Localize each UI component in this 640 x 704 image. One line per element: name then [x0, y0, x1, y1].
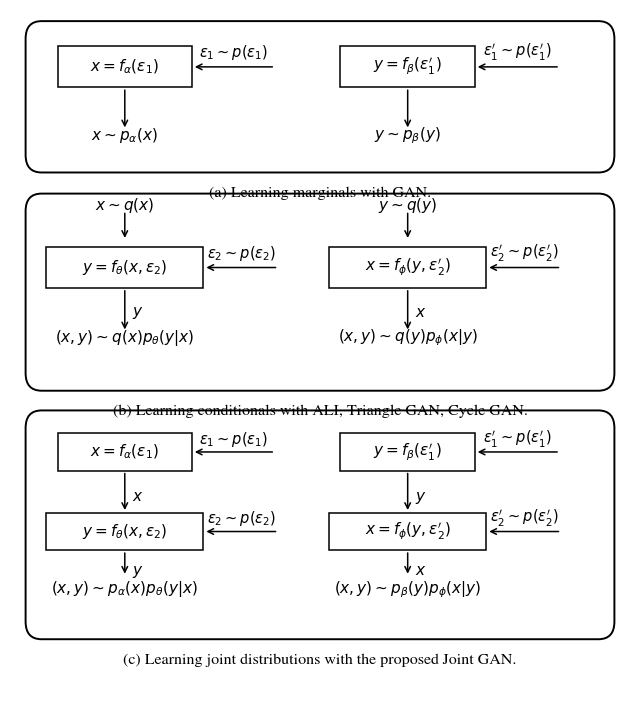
Text: $\epsilon_1' \sim p(\epsilon_1')$: $\epsilon_1' \sim p(\epsilon_1')$ [483, 429, 552, 450]
Text: $y$: $y$ [132, 306, 143, 321]
Text: $y$: $y$ [132, 564, 143, 579]
Text: $x$: $x$ [415, 565, 426, 579]
FancyBboxPatch shape [58, 433, 192, 471]
Text: $x$: $x$ [415, 306, 426, 320]
Text: $x = f_{\alpha}(\epsilon_1)$: $x = f_{\alpha}(\epsilon_1)$ [90, 443, 159, 461]
Text: $x = f_{\phi}(y, \epsilon_2')$: $x = f_{\phi}(y, \epsilon_2')$ [365, 521, 451, 542]
FancyBboxPatch shape [58, 46, 192, 87]
Text: (c) Learning joint distributions with the proposed Joint GAN.: (c) Learning joint distributions with th… [124, 653, 516, 667]
Text: $x = f_{\alpha}(\epsilon_1)$: $x = f_{\alpha}(\epsilon_1)$ [90, 58, 159, 76]
Text: $x \sim q(x)$: $x \sim q(x)$ [95, 196, 154, 215]
Text: $y = f_{\beta}(\epsilon_1')$: $y = f_{\beta}(\epsilon_1')$ [373, 56, 442, 77]
Text: $(x, y) \sim q(x)p_{\theta}(y|x)$: $(x, y) \sim q(x)p_{\theta}(y|x)$ [55, 328, 195, 348]
Text: $y \sim p_{\beta}(y)$: $y \sim p_{\beta}(y)$ [374, 125, 441, 146]
Text: $\epsilon_2' \sim p(\epsilon_2')$: $\epsilon_2' \sim p(\epsilon_2')$ [490, 243, 559, 264]
Text: $\epsilon_2 \sim p(\epsilon_2)$: $\epsilon_2 \sim p(\epsilon_2)$ [207, 510, 276, 528]
FancyBboxPatch shape [340, 433, 475, 471]
Text: $\epsilon_1' \sim p(\epsilon_1')$: $\epsilon_1' \sim p(\epsilon_1')$ [483, 42, 552, 63]
Text: $y \sim q(y)$: $y \sim q(y)$ [378, 196, 437, 215]
Text: $(x, y) \sim q(y)p_{\phi}(x|y)$: $(x, y) \sim q(y)p_{\phi}(x|y)$ [338, 327, 477, 348]
FancyBboxPatch shape [47, 247, 204, 288]
FancyBboxPatch shape [329, 513, 486, 551]
Text: $x \sim p_{\alpha}(x)$: $x \sim p_{\alpha}(x)$ [92, 127, 158, 145]
Text: $\epsilon_1 \sim p(\epsilon_1)$: $\epsilon_1 \sim p(\epsilon_1)$ [199, 430, 268, 448]
Text: $y = f_{\theta}(x, \epsilon_2)$: $y = f_{\theta}(x, \epsilon_2)$ [82, 522, 168, 541]
Text: (b) Learning conditionals with ALI, Triangle GAN, Cycle GAN.: (b) Learning conditionals with ALI, Tria… [113, 405, 527, 418]
Text: $(x, y) \sim p_{\alpha}(x)p_{\theta}(y|x)$: $(x, y) \sim p_{\alpha}(x)p_{\theta}(y|x… [51, 579, 198, 599]
Text: $y = f_{\beta}(\epsilon_1')$: $y = f_{\beta}(\epsilon_1')$ [373, 441, 442, 463]
Text: $x = f_{\phi}(y, \epsilon_2')$: $x = f_{\phi}(y, \epsilon_2')$ [365, 257, 451, 278]
FancyBboxPatch shape [26, 21, 614, 172]
FancyBboxPatch shape [26, 194, 614, 391]
FancyBboxPatch shape [329, 247, 486, 288]
FancyBboxPatch shape [26, 410, 614, 639]
Text: (a) Learning marginals with GAN.: (a) Learning marginals with GAN. [209, 187, 431, 200]
Text: $y$: $y$ [415, 490, 426, 505]
Text: $y = f_{\theta}(x, \epsilon_2)$: $y = f_{\theta}(x, \epsilon_2)$ [82, 258, 168, 277]
Text: $\epsilon_2' \sim p(\epsilon_2')$: $\epsilon_2' \sim p(\epsilon_2')$ [490, 508, 559, 529]
Text: $(x, y) \sim p_{\beta}(y)p_{\phi}(x|y)$: $(x, y) \sim p_{\beta}(y)p_{\phi}(x|y)$ [334, 579, 481, 600]
FancyBboxPatch shape [47, 513, 204, 551]
Text: $x$: $x$ [132, 491, 143, 505]
Text: $\epsilon_2 \sim p(\epsilon_2)$: $\epsilon_2 \sim p(\epsilon_2)$ [207, 244, 276, 263]
Text: $\epsilon_1 \sim p(\epsilon_1)$: $\epsilon_1 \sim p(\epsilon_1)$ [199, 43, 268, 61]
FancyBboxPatch shape [340, 46, 475, 87]
